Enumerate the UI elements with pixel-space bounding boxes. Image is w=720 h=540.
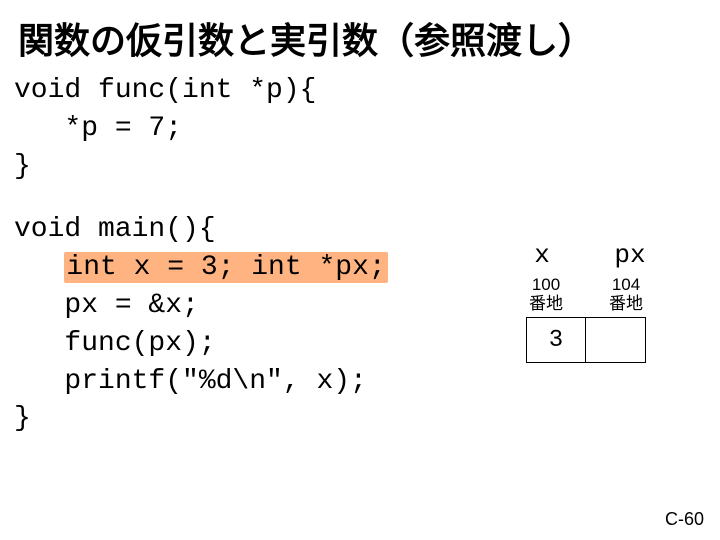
addr-x: 100番地	[515, 276, 577, 313]
code-line: func(px);	[14, 328, 216, 359]
code-line: }	[14, 403, 31, 434]
slide-number: C-60	[665, 509, 704, 530]
code-line: px = &x;	[14, 290, 199, 321]
memory-diagram: x px 100番地 104番地 3	[512, 240, 660, 363]
cell-x: 3	[526, 317, 586, 363]
code-line: void func(int *p){	[14, 75, 316, 106]
highlighted-code: int x = 3; int *px;	[64, 252, 387, 283]
addr-px: 104番地	[595, 276, 657, 313]
memory-cells: 3	[512, 317, 660, 363]
cell-px	[586, 317, 646, 363]
code-line: *p = 7;	[14, 113, 182, 144]
code-line: printf("%d\n", x);	[14, 366, 367, 397]
var-label-px: px	[600, 240, 660, 270]
code-indent	[14, 252, 64, 283]
var-label-x: x	[512, 240, 572, 270]
slide-title: 関数の仮引数と実引数（参照渡し）	[0, 0, 720, 72]
code-line: }	[14, 151, 31, 182]
code-block-func: void func(int *p){ *p = 7; }	[0, 72, 720, 185]
memory-addresses: 100番地 104番地	[512, 276, 660, 313]
code-line: void main(){	[14, 214, 216, 245]
memory-headers: x px	[512, 240, 660, 270]
